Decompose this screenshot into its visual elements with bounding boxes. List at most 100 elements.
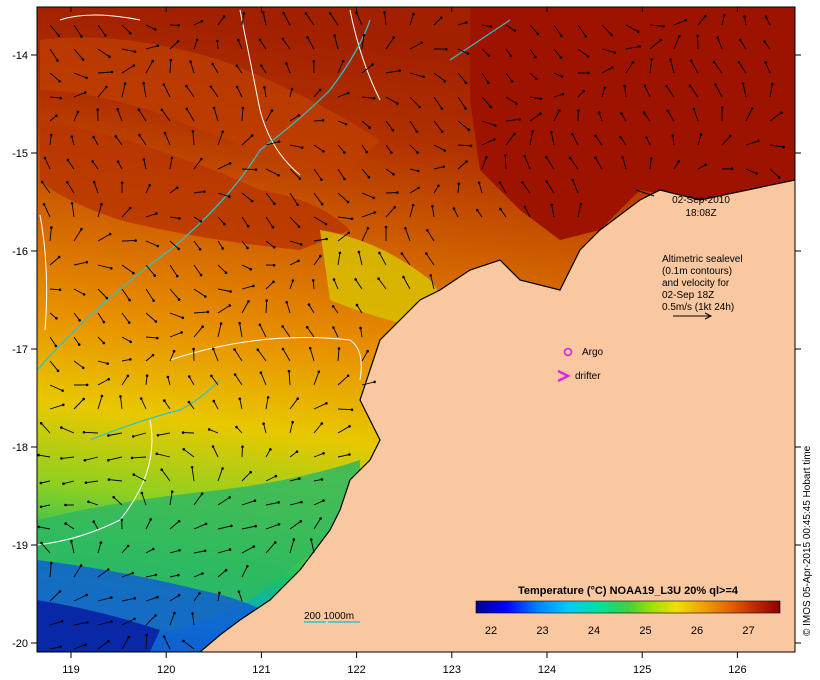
velocity-arrowhead bbox=[127, 635, 131, 639]
velocity-arrow bbox=[649, 24, 664, 27]
velocity-arrowhead bbox=[597, 111, 601, 114]
velocity-arrowhead bbox=[40, 180, 44, 184]
velocity-arrow bbox=[481, 96, 492, 108]
velocity-arrowhead bbox=[412, 12, 415, 16]
velocity-arrowhead bbox=[85, 383, 89, 387]
velocity-arrowhead bbox=[261, 11, 265, 14]
velocity-arrowhead bbox=[373, 211, 377, 214]
velocity-arrowhead bbox=[571, 132, 574, 136]
velocity-arrowhead bbox=[665, 84, 668, 88]
velocity-arrow bbox=[93, 136, 99, 146]
velocity-arrowhead bbox=[233, 373, 237, 376]
velocity-arrow bbox=[646, 137, 651, 146]
velocity-arrowhead bbox=[269, 448, 272, 451]
velocity-arrow bbox=[169, 60, 172, 74]
velocity-arrowhead bbox=[82, 397, 85, 401]
velocity-arrowhead bbox=[696, 34, 699, 38]
velocity-arrow bbox=[241, 525, 256, 530]
latitude-axis: -14 -15 -16 -17 -18 -19 -20 bbox=[12, 50, 801, 650]
velocity-arrow bbox=[457, 183, 460, 194]
velocity-arrowhead bbox=[704, 163, 707, 167]
velocity-arrow bbox=[41, 542, 51, 554]
velocity-arrowhead bbox=[281, 347, 285, 351]
velocity-arrowhead bbox=[515, 102, 518, 105]
velocity-arrowhead bbox=[417, 186, 420, 190]
velocity-arrow bbox=[385, 70, 400, 74]
velocity-arrowhead bbox=[195, 38, 199, 42]
velocity-arrow bbox=[329, 13, 339, 26]
velocity-arrow bbox=[481, 138, 495, 146]
velocity-arrow bbox=[217, 569, 227, 578]
velocity-arrow bbox=[84, 456, 99, 461]
velocity-arrow bbox=[285, 63, 291, 74]
velocity-arrow bbox=[289, 539, 295, 554]
velocity-arrow bbox=[73, 48, 84, 60]
velocity-arrowhead bbox=[56, 59, 59, 62]
velocity-arrow bbox=[73, 644, 86, 650]
velocity-arrow bbox=[169, 520, 180, 530]
velocity-arrowhead bbox=[466, 52, 470, 55]
velocity-arrowhead bbox=[306, 36, 309, 39]
velocity-arrow bbox=[409, 187, 419, 194]
velocity-arrowhead bbox=[372, 97, 376, 100]
velocity-arrowhead bbox=[223, 222, 226, 226]
velocity-arrow bbox=[690, 60, 699, 74]
velocity-arrow bbox=[73, 72, 87, 79]
velocity-arrow bbox=[143, 83, 147, 98]
velocity-arrow bbox=[717, 37, 723, 50]
velocity-arrow bbox=[97, 204, 102, 218]
velocity-arrowhead bbox=[172, 349, 176, 353]
velocity-arrowhead bbox=[185, 107, 189, 111]
velocity-arrow bbox=[49, 288, 61, 291]
velocity-arrowhead bbox=[684, 19, 687, 22]
velocity-arrow bbox=[193, 20, 203, 26]
velocity-arrowhead bbox=[70, 202, 74, 205]
velocity-arrow bbox=[697, 164, 706, 170]
drifter-label: drifter bbox=[575, 371, 601, 382]
velocity-arrow bbox=[188, 401, 195, 410]
velocity-arrowhead bbox=[714, 83, 717, 86]
velocity-arrow bbox=[92, 161, 99, 170]
velocity-arrow bbox=[622, 157, 627, 170]
velocity-arrowhead bbox=[757, 139, 760, 143]
velocity-arrow bbox=[121, 48, 136, 53]
velocity-arrowhead bbox=[493, 124, 497, 127]
velocity-arrowhead bbox=[191, 130, 195, 133]
velocity-arrowhead bbox=[151, 59, 154, 63]
velocity-arrow bbox=[481, 24, 491, 28]
velocity-arrow bbox=[93, 521, 99, 530]
velocity-arrowhead bbox=[669, 58, 672, 61]
velocity-arrowhead bbox=[476, 208, 479, 212]
velocity-arrow bbox=[73, 312, 80, 321]
velocity-arrow bbox=[163, 84, 171, 98]
velocity-arrowhead bbox=[170, 490, 174, 494]
velocity-arrow bbox=[97, 378, 109, 386]
colorbar-tick-label: 24 bbox=[588, 625, 600, 637]
velocity-arrow bbox=[667, 110, 675, 122]
velocity-arrowhead bbox=[249, 267, 252, 271]
velocity-arrowhead bbox=[39, 481, 43, 485]
velocity-arrowhead bbox=[610, 33, 613, 37]
velocity-arrowhead bbox=[156, 336, 159, 340]
velocity-arrowhead bbox=[498, 181, 502, 184]
velocity-arrowhead bbox=[173, 611, 176, 615]
velocity-arrow bbox=[361, 120, 370, 128]
velocity-arrow bbox=[313, 518, 321, 530]
velocity-arrowhead bbox=[464, 107, 467, 110]
velocity-arrowhead bbox=[139, 397, 143, 400]
velocity-arrow bbox=[693, 108, 699, 122]
velocity-arrowhead bbox=[252, 284, 255, 288]
altimetry-line2: (0.1m contours) bbox=[662, 266, 732, 277]
velocity-arrow bbox=[361, 35, 365, 50]
colorbar-tick-label: 22 bbox=[485, 625, 497, 637]
velocity-arrow bbox=[193, 573, 203, 578]
velocity-arrow bbox=[433, 96, 443, 109]
velocity-arrowhead bbox=[305, 325, 309, 329]
velocity-arrow bbox=[145, 264, 156, 276]
velocity-arrow bbox=[49, 72, 60, 82]
velocity-arrowhead bbox=[80, 35, 83, 38]
velocity-arrow bbox=[156, 453, 171, 458]
velocity-arrow bbox=[313, 144, 324, 152]
velocity-arrowhead bbox=[391, 128, 395, 132]
velocity-arrow bbox=[217, 323, 222, 338]
